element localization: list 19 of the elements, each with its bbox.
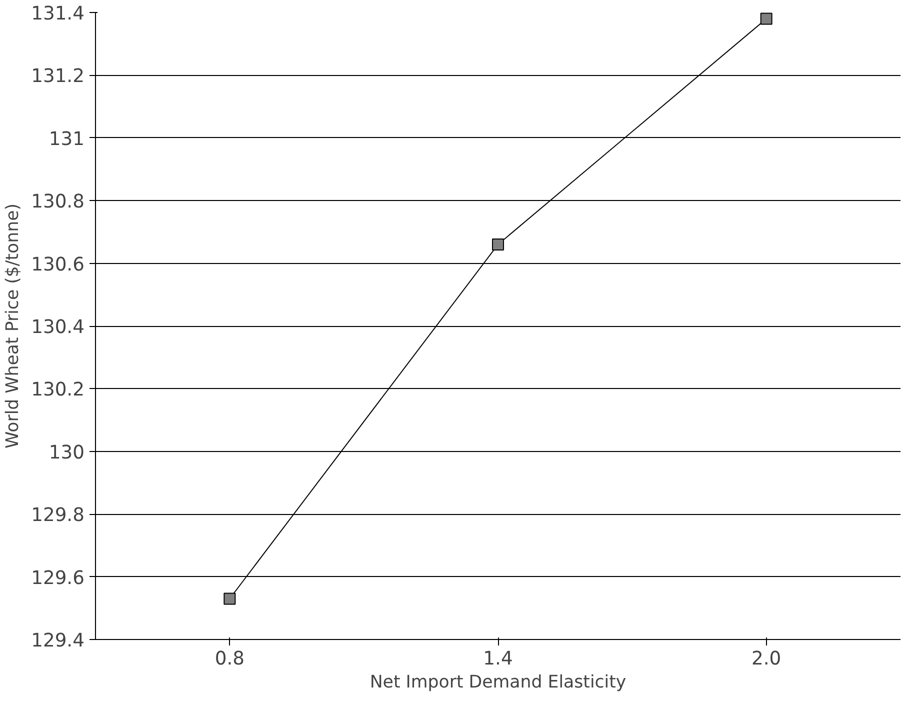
y-tick-label: 131.4 (31, 4, 85, 24)
y-tick-label: 131 (48, 128, 84, 150)
point (224, 592, 236, 605)
y-tick-label: 131.2 (31, 66, 85, 88)
point (760, 12, 772, 25)
y-axis-title: World Wheat Price ($/tonne) (3, 203, 24, 449)
point (492, 238, 504, 250)
y-tick-label: 130.8 (31, 192, 85, 213)
y-tick-label: 130.6 (31, 254, 85, 276)
x-tick-label: 0.8 (214, 648, 245, 670)
y-tick-label: 129.8 (31, 505, 85, 526)
y-tick-label: 130.4 (31, 317, 85, 338)
y-tick-label: 129.6 (31, 568, 85, 589)
x-tick-label: 1.4 (483, 648, 513, 670)
x-axis-title: Net Import Demand Elasticity (370, 672, 626, 692)
y-tick-label: 130.2 (31, 380, 85, 401)
x-tick-label: 2.0 (752, 648, 782, 670)
y-tick-label: 129.4 (31, 630, 85, 652)
y-tick-label: 130 (48, 442, 84, 464)
